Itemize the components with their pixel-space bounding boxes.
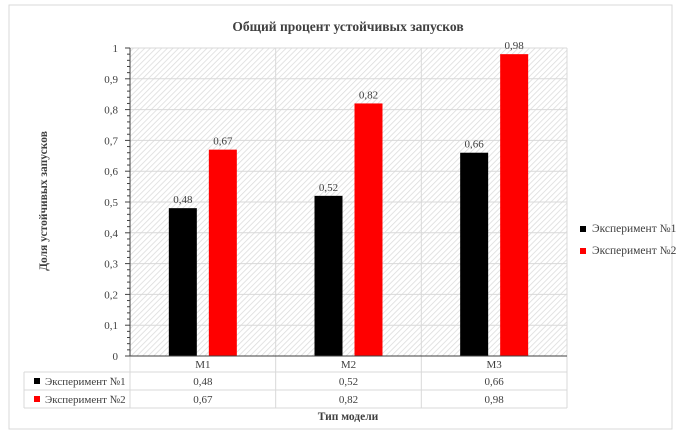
data-label: 0,66 (465, 139, 485, 151)
legend-swatch-series-2 (580, 248, 586, 254)
table-cell: 0,98 (485, 394, 505, 406)
legend: Эксперимент №1 Эксперимент №2 (580, 218, 676, 262)
y-tick-label: 1 (113, 43, 119, 55)
table-cell: 0,52 (339, 376, 358, 388)
bar-series-2-M1 (208, 149, 237, 356)
data-label: 0,98 (505, 40, 525, 52)
y-tick-label: 0,3 (104, 259, 118, 271)
x-axis-label: Тип модели (318, 411, 379, 423)
legend-swatch-series-1 (580, 226, 586, 232)
legend-label-series-1: Эксперимент №1 (592, 223, 677, 235)
y-tick-label: 0,9 (104, 74, 118, 86)
y-tick-label: 0,4 (104, 228, 118, 240)
table-row-label: Эксперимент №1 (45, 376, 126, 388)
bar-series-1-M3 (460, 152, 489, 356)
table-cell: 0,48 (193, 376, 213, 388)
bars: 0,48 0,67 0,52 0,82 0,66 0,98 (168, 40, 529, 356)
y-tick-label: 0,6 (104, 166, 118, 178)
axes: 0 0,1 0,2 0,3 0,4 0,5 0,6 0,7 0,8 0,9 1 M1 M2 M3 (104, 43, 567, 371)
table-cell: 0,67 (193, 394, 213, 406)
y-tick-label: 0,7 (104, 135, 118, 147)
table-row-label: Эксперимент №2 (45, 394, 126, 406)
bar-series-2-M3 (500, 54, 529, 356)
grid-lines (129, 47, 568, 408)
x-tick-label: M2 (341, 359, 356, 371)
legend-item-series-2: Эксперимент №2 (580, 240, 676, 262)
data-label: 0,67 (213, 136, 233, 148)
data-label: 0,52 (319, 182, 338, 194)
y-tick-label: 0,5 (104, 197, 118, 209)
x-tick-label: M1 (195, 359, 210, 371)
y-tick-label: 0,8 (104, 105, 118, 117)
chart-title: Общий процент устойчивых запусков (232, 19, 463, 34)
legend-item-series-1: Эксперимент №1 (580, 218, 676, 240)
data-table: Эксперимент №1 0,48 0,52 0,66 Эксперимент №2… (23, 371, 567, 409)
x-tick-label: M3 (487, 359, 503, 371)
bar-series-2-M2 (354, 103, 383, 356)
legend-label-series-2: Эксперимент №2 (592, 245, 677, 257)
table-legend-key-series-1 (34, 378, 40, 384)
chart-border (8, 4, 673, 430)
y-tick-label: 0,1 (104, 320, 118, 332)
y-axis-label: Доля устойчивых запусков (38, 131, 50, 271)
y-tick-label: 0 (113, 351, 119, 363)
table-cell: 0,82 (339, 394, 358, 406)
data-label: 0,48 (173, 194, 193, 206)
bar-series-1-M1 (168, 208, 197, 356)
bar-series-1-M2 (314, 195, 343, 356)
data-label: 0,82 (359, 89, 378, 101)
table-cell: 0,66 (485, 376, 505, 388)
y-tick-label: 0,2 (104, 289, 118, 301)
table-legend-key-series-2 (34, 396, 40, 402)
